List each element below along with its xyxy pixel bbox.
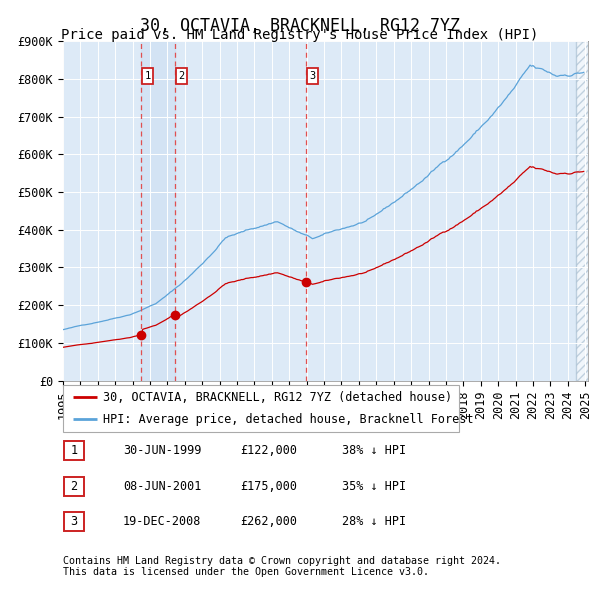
Text: 2: 2 <box>178 71 185 81</box>
Text: 1: 1 <box>70 444 77 457</box>
Text: £175,000: £175,000 <box>240 480 297 493</box>
Text: Price paid vs. HM Land Registry's House Price Index (HPI): Price paid vs. HM Land Registry's House … <box>61 28 539 42</box>
Text: 35% ↓ HPI: 35% ↓ HPI <box>342 480 406 493</box>
Text: 19-DEC-2008: 19-DEC-2008 <box>123 515 202 528</box>
Text: 30, OCTAVIA, BRACKNELL, RG12 7YZ: 30, OCTAVIA, BRACKNELL, RG12 7YZ <box>140 17 460 35</box>
Text: 38% ↓ HPI: 38% ↓ HPI <box>342 444 406 457</box>
FancyBboxPatch shape <box>63 385 459 432</box>
Text: 1: 1 <box>145 71 151 81</box>
FancyBboxPatch shape <box>64 477 83 496</box>
Text: 2: 2 <box>70 480 77 493</box>
Text: HPI: Average price, detached house, Bracknell Forest: HPI: Average price, detached house, Brac… <box>103 412 473 425</box>
Text: £262,000: £262,000 <box>240 515 297 528</box>
Text: 3: 3 <box>70 515 77 528</box>
FancyBboxPatch shape <box>64 512 83 531</box>
Text: 30-JUN-1999: 30-JUN-1999 <box>123 444 202 457</box>
Text: Contains HM Land Registry data © Crown copyright and database right 2024.: Contains HM Land Registry data © Crown c… <box>63 556 501 566</box>
Text: 3: 3 <box>310 71 316 81</box>
Text: £122,000: £122,000 <box>240 444 297 457</box>
Text: This data is licensed under the Open Government Licence v3.0.: This data is licensed under the Open Gov… <box>63 567 429 577</box>
Text: 28% ↓ HPI: 28% ↓ HPI <box>342 515 406 528</box>
Bar <box>141 41 175 381</box>
Text: 08-JUN-2001: 08-JUN-2001 <box>123 480 202 493</box>
Text: 30, OCTAVIA, BRACKNELL, RG12 7YZ (detached house): 30, OCTAVIA, BRACKNELL, RG12 7YZ (detach… <box>103 391 452 404</box>
FancyBboxPatch shape <box>64 441 83 460</box>
Bar <box>577 41 588 381</box>
